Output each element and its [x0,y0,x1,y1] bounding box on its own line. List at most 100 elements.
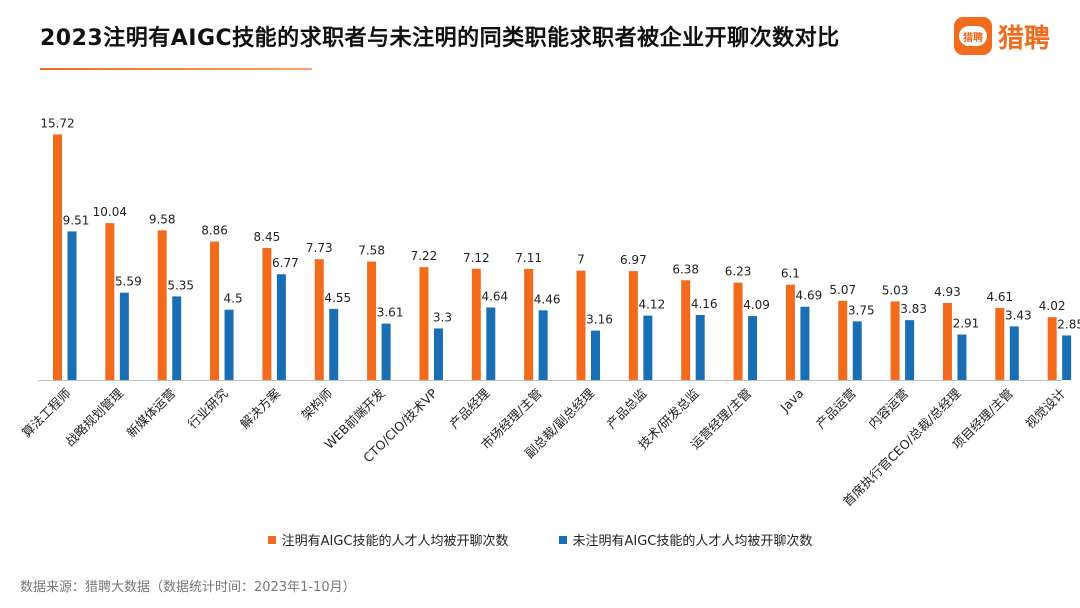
data-label-series-a: 7.11 [515,251,542,265]
bar-series-a [733,282,743,380]
data-label-series-a: 7.22 [411,249,438,263]
data-label-series-a: 5.07 [829,283,856,297]
data-label-series-a: 6.1 [781,267,800,281]
data-label-series-a: 7.73 [306,241,333,255]
data-label-series-b: 2.85 [1057,317,1080,331]
data-label-series-b: 3.16 [586,313,613,327]
legend-item-series-a: 注明有AIGC技能的人才人均被开聊次数 [267,530,509,549]
data-label-series-a: 8.45 [254,230,281,244]
data-label-series-b: 6.77 [272,256,299,270]
data-label-series-b: 3.61 [377,306,404,320]
data-label-series-b: 5.59 [115,275,142,289]
data-label-series-a: 9.58 [149,212,176,226]
data-label-series-b: 3.43 [1005,308,1032,322]
bar-series-a [890,301,900,380]
data-label-series-b: 4.09 [743,298,770,312]
category-tick-label: Java [777,386,807,416]
bar-series-a [942,302,952,380]
data-label-series-b: 2.91 [953,317,980,331]
data-label-series-a: 7.58 [358,244,385,258]
legend-swatch-series-b [558,535,567,544]
category-tick-label: 产品总监 [603,386,649,432]
data-label-series-a: 4.61 [986,290,1013,304]
bar-series-b [538,310,548,380]
data-label-series-b: 9.51 [63,213,90,227]
bar-series-a [681,280,691,380]
data-label-series-a: 10.04 [93,205,127,219]
bar-series-a [838,300,848,380]
category-tick-label: 产品运营 [813,386,859,432]
bar-series-b [695,315,705,380]
data-label-series-a: 4.93 [934,285,961,299]
legend-label-series-a: 注明有AIGC技能的人才人均被开聊次数 [281,534,509,549]
bar-series-a [628,271,638,380]
legend-item-series-b: 未注明有AIGC技能的人才人均被开聊次数 [558,530,813,549]
category-tick-label: 新媒体运营 [124,386,179,441]
legend-label-series-b: 未注明有AIGC技能的人才人均被开聊次数 [572,534,813,549]
category-tick-label: 架构师 [298,386,335,423]
bar-series-a [105,223,115,380]
page-title: 2023注明有AIGC技能的求职者与未注明的同类职能求职者被企业开聊次数对比 [40,26,840,51]
data-label-series-a: 8.86 [201,224,228,238]
legend-swatch-series-a [267,535,276,544]
category-tick-label: 内容运营 [865,386,911,432]
data-label-series-a: 7 [577,253,585,267]
bar-series-b [800,306,810,380]
data-label-series-a: 6.38 [672,262,699,276]
bar-series-b [486,307,496,380]
data-label-series-a: 15.72 [40,116,74,130]
bar-series-a [419,267,429,380]
bar-series-a [1047,317,1057,380]
data-label-series-b: 4.16 [691,297,718,311]
logo-badge-text: 猎聘 [959,26,987,46]
data-label-series-b: 4.12 [638,298,665,312]
data-label-series-b: 3.83 [900,302,927,316]
logo-badge-icon: 猎聘 [954,17,992,55]
bar-series-a [262,247,272,380]
data-label-series-b: 3.75 [848,303,875,317]
bar-series-a [995,307,1005,380]
data-label-series-a: 4.02 [1039,299,1066,313]
data-label-series-b: 4.69 [796,289,823,303]
bar-series-b [224,309,234,380]
category-tick-label: 视觉设计 [1022,386,1068,432]
bar-series-b [1062,335,1072,380]
bar-series-b [67,231,77,380]
data-label-series-a: 7.12 [463,251,490,265]
data-label-series-a: 5.03 [882,283,909,297]
category-tick-label: 解决方案 [237,385,283,431]
data-label-series-b: 5.35 [167,278,194,292]
category-tick-label: 产品经理 [446,385,492,431]
bar-series-b [643,315,653,380]
bar-series-b [748,316,758,380]
chart-legend: 注明有AIGC技能的人才人均被开聊次数 未注明有AIGC技能的人才人均被开聊次数 [0,530,1080,549]
data-label-series-a: 6.97 [620,253,647,267]
bar-series-a [471,268,481,380]
data-label-series-b: 3.3 [433,310,452,324]
data-label-series-b: 4.64 [481,290,508,304]
data-label-series-b: 4.46 [534,292,561,306]
data-label-series-a: 6.23 [725,265,752,279]
data-label-series-b: 4.5 [224,292,243,306]
data-source-note: 数据来源：猎聘大数据（数据统计时间：2023年1-10月） [20,580,356,595]
bar-series-b [1009,326,1019,380]
logo-text: 猎聘 [998,23,1051,54]
bar-series-a [785,284,795,380]
data-label-series-b: 4.55 [324,291,351,305]
bar-series-a [576,270,586,380]
category-tick-label: 行业研究 [185,385,231,431]
bar-series-b [172,296,182,380]
bar-series-a [53,134,62,380]
bar-series-b [276,274,286,380]
bar-series-a [367,261,377,380]
bar-series-a [210,241,220,380]
bar-series-b [119,292,129,380]
bar-series-b [329,308,339,380]
liepin-logo: 猎聘 猎聘 [954,16,1050,56]
bar-series-a [314,259,324,380]
title-underline [40,68,312,70]
bar-series-b [852,321,862,380]
bar-series-b [591,330,600,380]
category-tick-label: 算法工程师 [19,386,74,441]
